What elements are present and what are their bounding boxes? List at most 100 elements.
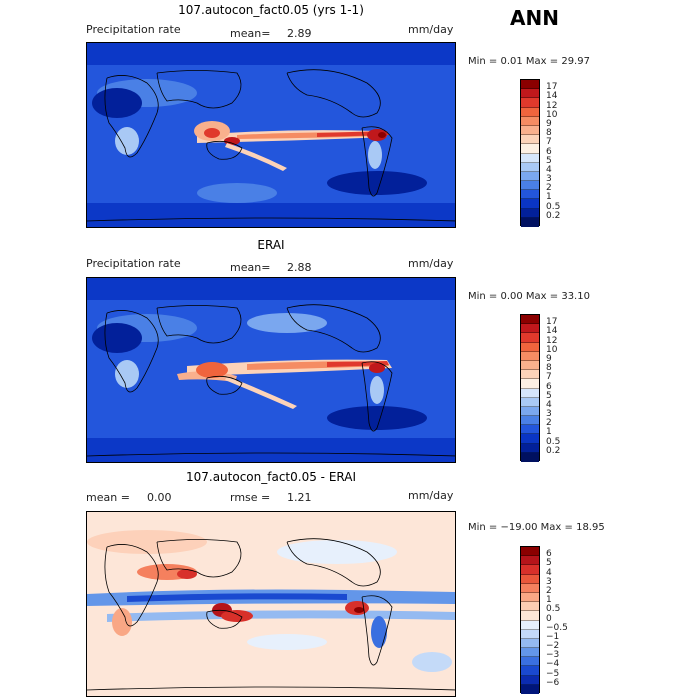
colorbar-tick-label: 0.5: [546, 201, 561, 212]
colorbar-swatch: [521, 80, 539, 90]
colorbar-tick-label: −0.5: [546, 622, 568, 633]
panel2-units: mm/day: [408, 257, 454, 270]
season-label: ANN: [510, 6, 559, 30]
colorbar-swatch: [521, 379, 539, 389]
colorbar-tick-label: 14: [546, 326, 558, 337]
colorbar-swatch: [521, 397, 539, 407]
colorbar-tick-label: 4: [546, 567, 552, 578]
panel1-map-svg: [87, 43, 455, 227]
colorbar-tick-label: 2: [546, 585, 552, 596]
panel1-units: mm/day: [408, 23, 454, 36]
panel3-rmse-label: rmse =: [230, 491, 271, 504]
colorbar-tick-label: 10: [546, 344, 558, 355]
colorbar-tick-label: −1: [546, 631, 560, 642]
colorbar-swatch: [521, 611, 539, 621]
colorbar-swatch: [521, 360, 539, 371]
colorbar-swatch: [521, 416, 539, 426]
colorbar-swatch: [521, 107, 539, 117]
colorbar-swatch: [521, 547, 539, 557]
colorbar-tick-label: 5: [546, 558, 552, 569]
panel3-mean-value: 0.00: [147, 491, 172, 504]
colorbar-swatch: [521, 208, 539, 218]
colorbar-swatch: [521, 657, 539, 667]
colorbar-swatch: [521, 629, 539, 639]
panel2-variable-label: Precipitation rate: [86, 257, 181, 270]
panel2-colorbar: [520, 314, 540, 462]
colorbar-tick-label: −6: [546, 677, 560, 688]
panel1-variable-label: Precipitation rate: [86, 23, 181, 36]
colorbar-tick-label: 0.5: [546, 604, 561, 615]
colorbar-swatch: [521, 351, 539, 361]
colorbar-swatch: [521, 171, 539, 182]
panel2-mean-value: 2.88: [287, 261, 312, 274]
colorbar-tick-label: 5: [546, 155, 552, 166]
colorbar-swatch: [521, 333, 539, 343]
colorbar-swatch: [521, 315, 539, 325]
colorbar-tick-label: 1: [546, 192, 552, 203]
colorbar-swatch: [521, 144, 539, 154]
panel3-rmse-value: 1.21: [287, 491, 312, 504]
colorbar-swatch: [521, 98, 539, 108]
colorbar-tick-label: 0.2: [546, 445, 561, 456]
colorbar-tick-label: 7: [546, 137, 552, 148]
colorbar-swatch: [521, 565, 539, 575]
colorbar-swatch: [521, 342, 539, 352]
colorbar-swatch: [521, 684, 539, 694]
colorbar-swatch: [521, 135, 539, 145]
colorbar-tick-label: 8: [546, 363, 552, 374]
panel3-colorbar: [520, 546, 540, 694]
colorbar-swatch: [521, 190, 539, 200]
colorbar-tick-label: 6: [546, 549, 552, 560]
panel3-title: 107.autocon_fact0.05 - ERAI: [185, 470, 356, 484]
panel1-minmax: Min = 0.01 Max = 29.97: [468, 56, 590, 67]
panel3-map-svg: [87, 512, 455, 696]
colorbar-swatch: [521, 638, 539, 649]
colorbar-swatch: [521, 583, 539, 593]
panel2-title: ERAI: [257, 238, 285, 252]
colorbar-swatch: [521, 574, 539, 584]
colorbar-tick-label: 3: [546, 174, 552, 185]
panel2-map: [86, 277, 456, 463]
colorbar-swatch: [521, 162, 539, 172]
colorbar-swatch: [521, 592, 539, 603]
colorbar-tick-label: 2: [546, 418, 552, 429]
colorbar-swatch: [521, 370, 539, 380]
colorbar-swatch: [521, 666, 539, 676]
colorbar-swatch: [521, 199, 539, 209]
colorbar-swatch: [521, 217, 539, 227]
colorbar-swatch: [521, 324, 539, 334]
colorbar-swatch: [521, 425, 539, 435]
colorbar-tick-label: 1: [546, 427, 552, 438]
colorbar-tick-label: 0.2: [546, 210, 561, 221]
panel3-map: [86, 511, 456, 697]
colorbar-tick-label: 12: [546, 100, 558, 111]
colorbar-tick-label: 0.5: [546, 436, 561, 447]
colorbar-tick-label: 0: [546, 613, 552, 624]
colorbar-swatch: [521, 602, 539, 612]
colorbar-swatch: [521, 89, 539, 99]
panel1-map: [86, 42, 456, 228]
colorbar-tick-label: −3: [546, 650, 560, 661]
colorbar-swatch: [521, 125, 539, 136]
colorbar-tick-label: 4: [546, 164, 552, 175]
panel2-mean-label: mean=: [230, 261, 271, 274]
colorbar-swatch: [521, 388, 539, 398]
colorbar-tick-label: 3: [546, 576, 552, 587]
panel1-colorbar: [520, 79, 540, 227]
colorbar-tick-label: 17: [546, 317, 558, 328]
colorbar-swatch: [521, 452, 539, 462]
colorbar-tick-label: 8: [546, 128, 552, 139]
colorbar-tick-label: 2: [546, 183, 552, 194]
panel3-mean-label: mean =: [86, 491, 130, 504]
colorbar-tick-label: −2: [546, 641, 560, 652]
colorbar-tick-label: 1: [546, 595, 552, 606]
colorbar-tick-label: 5: [546, 390, 552, 401]
colorbar-tick-label: 6: [546, 146, 552, 157]
colorbar-tick-label: 12: [546, 335, 558, 346]
colorbar-swatch: [521, 675, 539, 685]
colorbar-swatch: [521, 648, 539, 658]
colorbar-swatch: [521, 556, 539, 566]
colorbar-swatch: [521, 181, 539, 191]
colorbar-tick-label: −5: [546, 668, 560, 679]
colorbar-tick-label: 3: [546, 409, 552, 420]
